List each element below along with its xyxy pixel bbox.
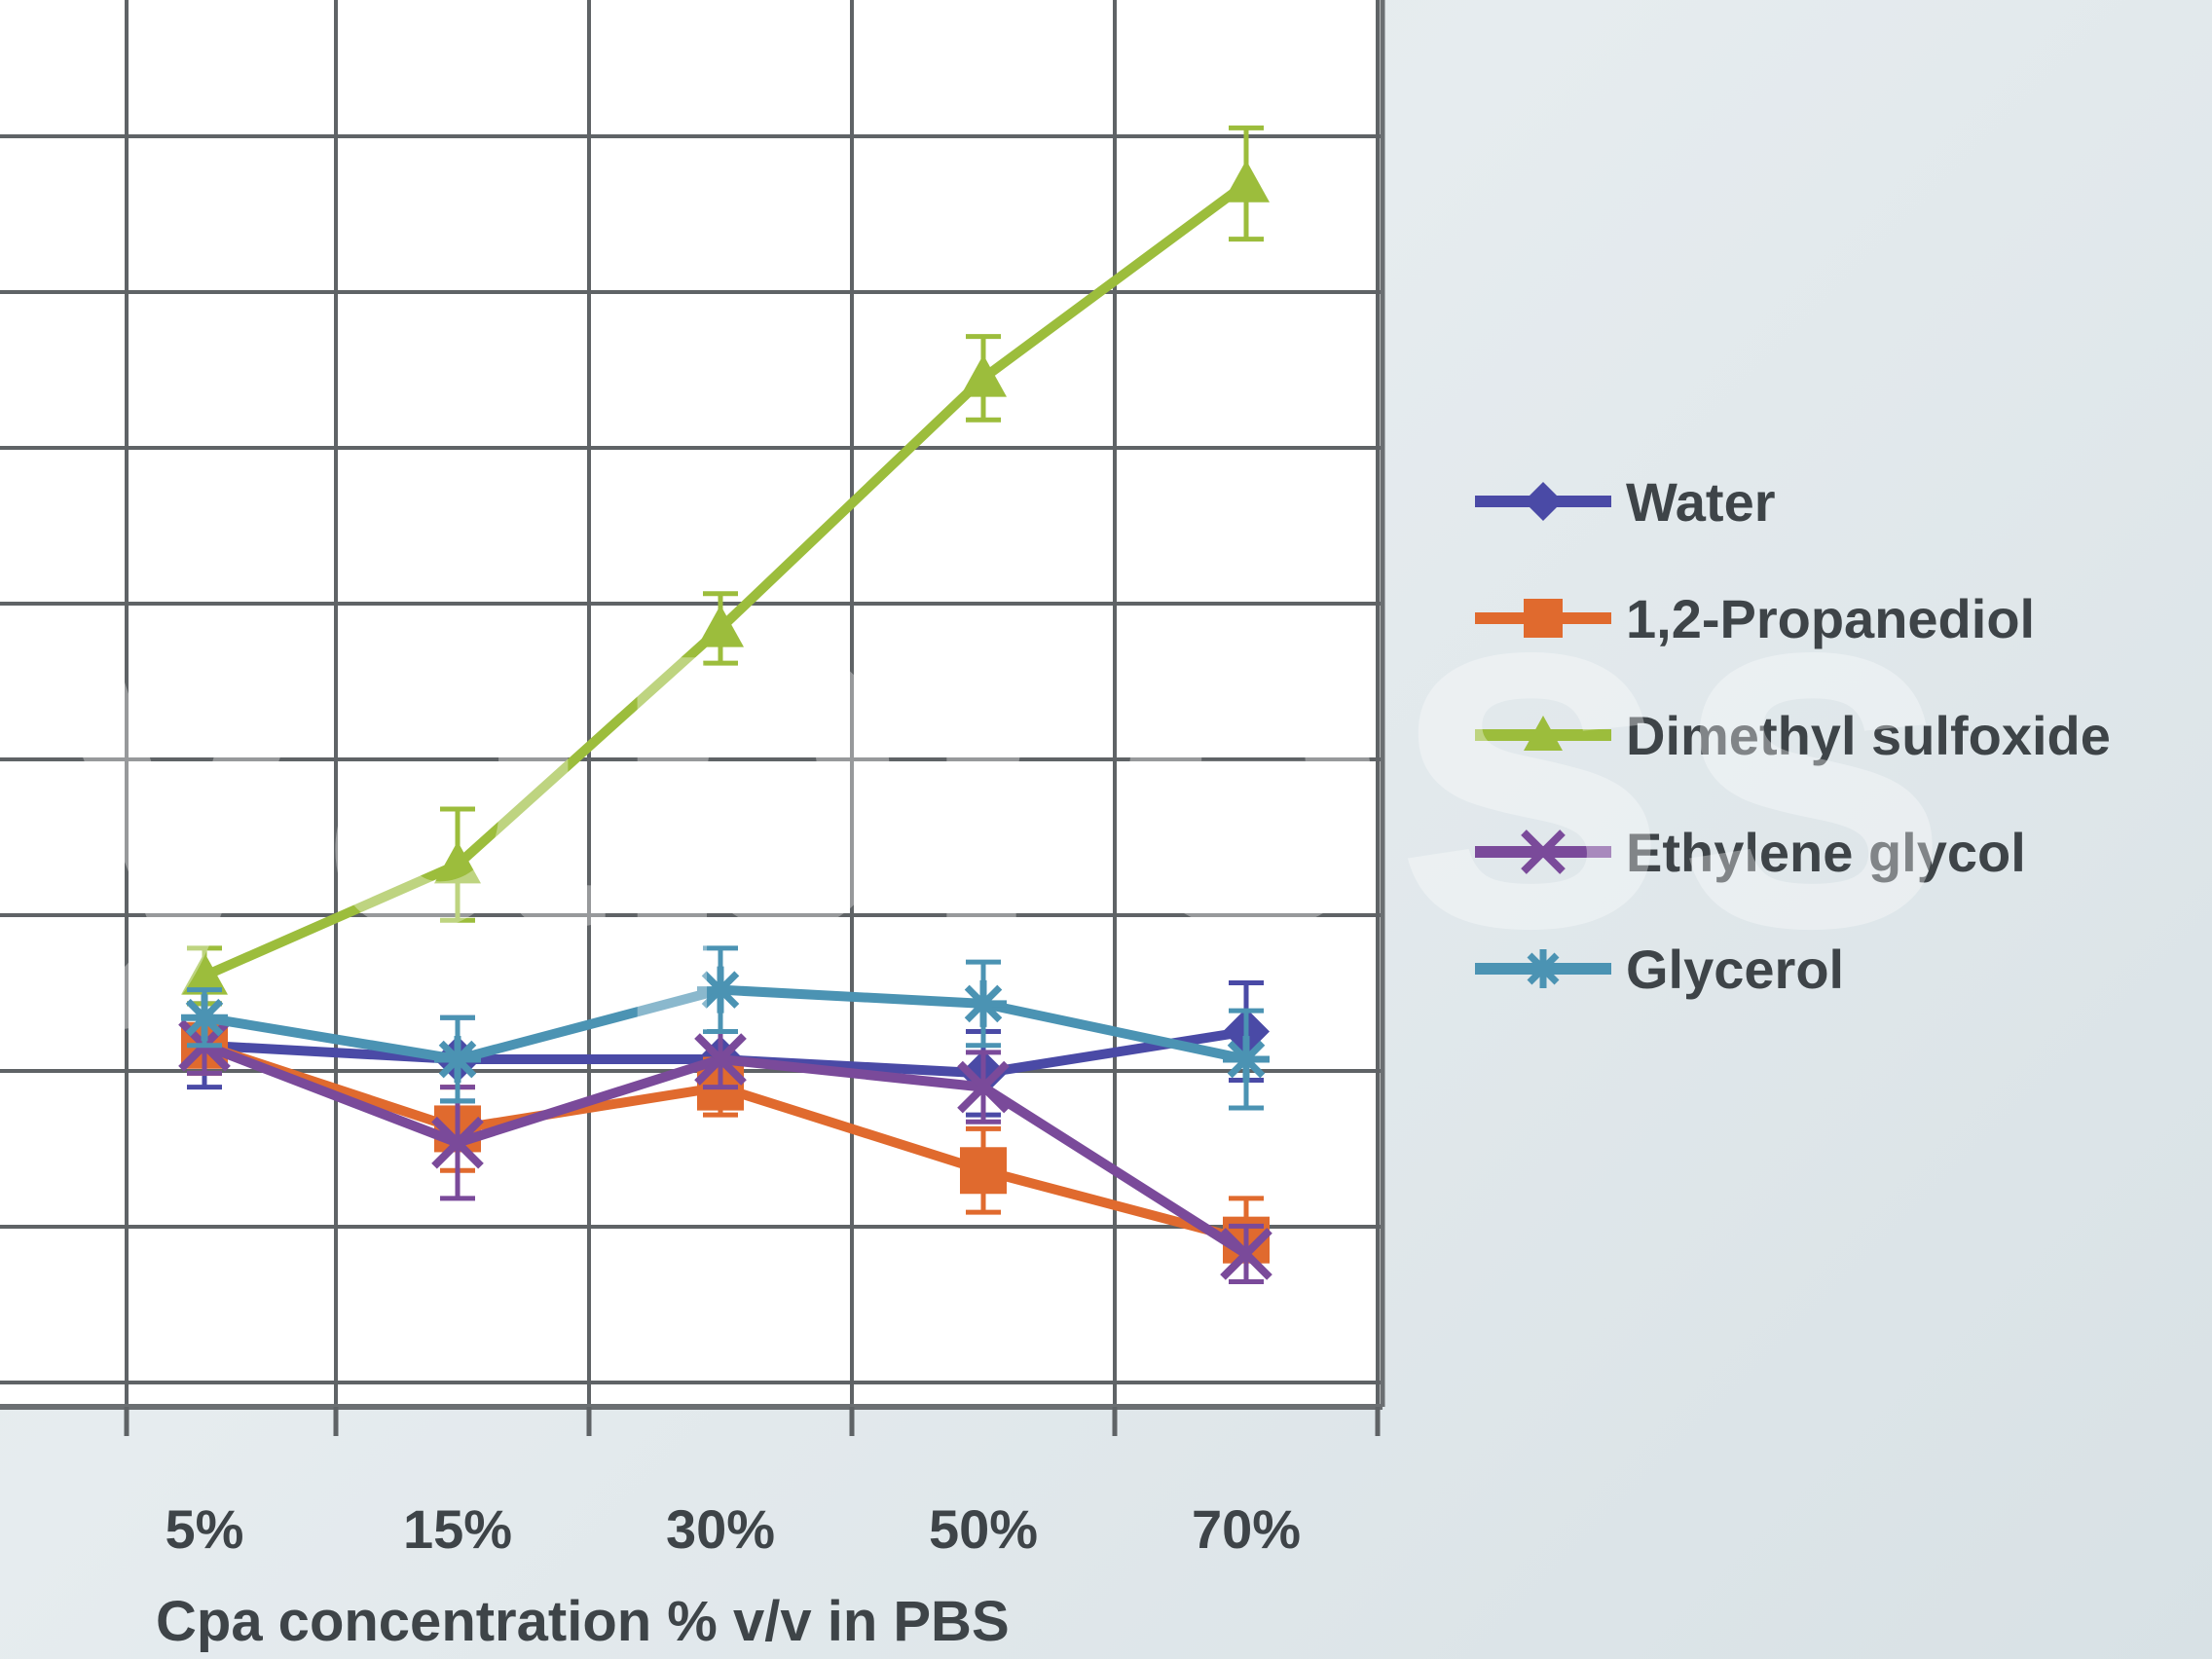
data-point-marker <box>1524 716 1563 751</box>
data-point-marker <box>1223 160 1270 203</box>
data-point-marker <box>431 1116 484 1169</box>
series-glycerol <box>181 945 1270 1111</box>
data-point-marker <box>694 1033 747 1086</box>
data-point-marker <box>1220 1228 1272 1280</box>
x-axis-tick-labels: 5% 15% 30% 50% 70% <box>166 1498 1302 1560</box>
legend-label: 1,2-Propanediol <box>1626 588 2035 649</box>
data-point-marker <box>434 841 481 884</box>
x-axis-ticks <box>124 1407 1381 1436</box>
data-point-marker <box>1223 1036 1270 1084</box>
data-point-marker <box>1524 482 1563 521</box>
x-tick-label: 70% <box>1192 1498 1301 1560</box>
x-tick-label: 5% <box>166 1498 244 1560</box>
legend-label: Water <box>1626 471 1776 533</box>
legend-item: Water <box>1475 471 1776 533</box>
legend-item: Dimethyl sulfoxide <box>1475 705 2111 766</box>
data-point-marker <box>697 605 744 647</box>
x-axis-title: Cpa concentration % v/v in PBS <box>156 1590 1010 1653</box>
x-tick-label: 50% <box>929 1498 1038 1560</box>
data-point-marker <box>960 1147 1007 1195</box>
data-point-marker <box>960 979 1007 1027</box>
data-point-marker <box>697 966 744 1014</box>
grid-lines <box>0 0 1382 1407</box>
data-point-marker <box>960 354 1007 397</box>
data-point-marker <box>1521 830 1566 874</box>
legend-label: Glycerol <box>1626 939 1844 1000</box>
data-point-marker <box>181 952 228 995</box>
watermark-text: yapress <box>39 467 1953 1036</box>
legend-item: Glycerol <box>1475 939 1844 1000</box>
data-point-marker <box>1524 949 1563 988</box>
data-point-marker <box>1524 599 1563 638</box>
legend: Water 1,2-Propanediol Dimethyl sulfoxide Et… <box>1475 471 2111 1000</box>
series-layer <box>178 125 1272 1284</box>
plot-frame <box>0 0 1385 1436</box>
legend-label: Ethylene glycol <box>1626 822 2026 883</box>
legend-item: 1,2-Propanediol <box>1475 588 2035 649</box>
x-tick-label: 30% <box>666 1498 775 1560</box>
legend-item: Ethylene glycol <box>1475 822 2026 883</box>
x-tick-label: 15% <box>403 1498 512 1560</box>
data-point-marker <box>434 1036 481 1084</box>
legend-label: Dimethyl sulfoxide <box>1626 705 2111 766</box>
data-point-marker <box>181 994 228 1042</box>
data-point-marker <box>957 1060 1010 1114</box>
